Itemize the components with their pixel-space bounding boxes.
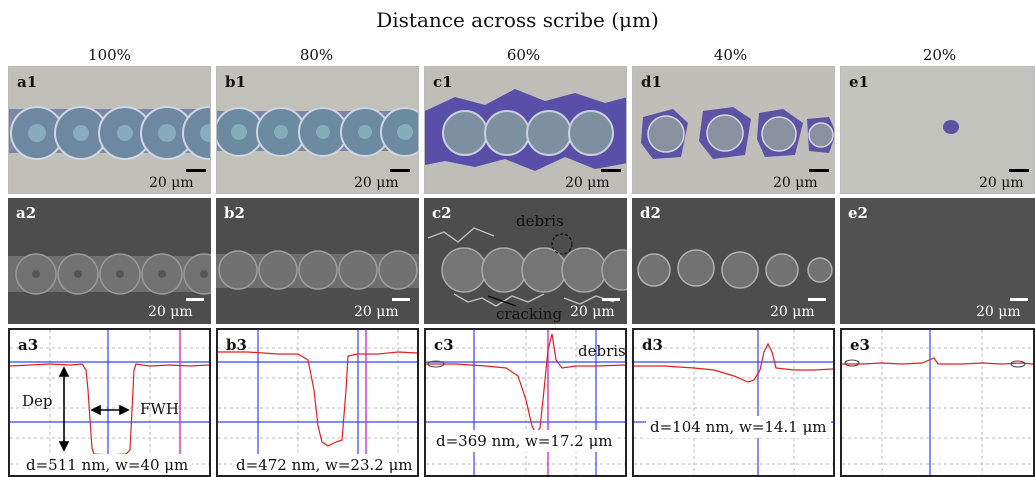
figure-title: Distance across scribe (μm) [376, 8, 659, 32]
debris-profile-annotation: debris [578, 342, 626, 360]
scale-label: 20 μm [149, 175, 194, 191]
panel-label-c3: c3 [434, 336, 454, 354]
sem-image-e2: e2 20 μm [840, 198, 1035, 324]
scale-label: 20 μm [770, 304, 815, 320]
scale-bar [186, 169, 206, 172]
profile-plot-c3: c3 debris d=369 nm, w=17.2 μm [424, 328, 627, 477]
panel-label-e1: e1 [849, 73, 869, 91]
profile-plot-a3: a3 Dep FWH d=511 nm, w=40 μm [8, 328, 211, 477]
scale-bar [1010, 298, 1028, 301]
optical-image-c1: c1 20 μm [424, 66, 627, 194]
sem-image-a2: a2 20 μm [8, 198, 211, 324]
depth-annotation: Dep [22, 392, 53, 410]
panel-label-a1: a1 [17, 73, 38, 91]
panel-label-b2: b2 [224, 204, 245, 222]
scale-label: 20 μm [565, 175, 610, 191]
measurement-c3: d=369 nm, w=17.2 μm [432, 430, 617, 452]
scale-label: 20 μm [773, 175, 818, 191]
measurement-b3: d=472 nm, w=23.2 μm [232, 454, 417, 475]
optical-image-b1: b1 20 μm [216, 66, 419, 194]
profile-plot-d3: d3 d=104 nm, w=14.1 μm [632, 328, 835, 477]
scale-label: 20 μm [570, 304, 615, 320]
panel-label-e3: e3 [850, 336, 870, 354]
profile-grid [218, 330, 417, 475]
cracking-annotation: cracking [496, 305, 563, 323]
column-header-d: 40% [713, 46, 748, 64]
scale-bar [601, 169, 621, 172]
panel-label-a3: a3 [18, 336, 39, 354]
panel-label-b1: b1 [225, 73, 246, 91]
scale-bar [186, 298, 204, 301]
panel-label-a2: a2 [16, 204, 37, 222]
scale-bar [602, 298, 620, 301]
measurement-d3: d=104 nm, w=14.1 μm [646, 416, 831, 438]
optical-image-e1: e1 20 μm [840, 66, 1035, 194]
column-header-b: 80% [299, 46, 334, 64]
scale-bar [808, 298, 826, 301]
sem-image-c2: c2 debris cracking 20 μm [424, 198, 627, 324]
scale-label: 20 μm [979, 175, 1024, 191]
profile-grid [842, 330, 1033, 475]
scale-label: 20 μm [976, 304, 1021, 320]
profile-grid [634, 330, 833, 475]
panel-label-d3: d3 [642, 336, 663, 354]
profile-plot-b3: b3 d=472 nm, w=23.2 μm [216, 328, 419, 477]
column-header-a: 100% [88, 46, 131, 64]
scale-label: 20 μm [148, 304, 193, 320]
column-header-c: 60% [506, 46, 541, 64]
column-header-e: 20% [922, 46, 957, 64]
scale-label: 20 μm [354, 304, 399, 320]
scale-bar [392, 298, 410, 301]
panel-label-d2: d2 [640, 204, 661, 222]
sem-image-d2: d2 20 μm [632, 198, 835, 324]
optical-image-d1: d1 20 μm [632, 66, 835, 194]
scale-bar [390, 169, 410, 172]
panel-label-b3: b3 [226, 336, 247, 354]
scale-bar [809, 169, 829, 172]
profile-grid [10, 330, 209, 475]
sem-image-b2: b2 20 μm [216, 198, 419, 324]
panel-label-d1: d1 [641, 73, 662, 91]
profile-plot-e3: e3 [840, 328, 1035, 477]
optical-image-a1: a1 20 μm [8, 66, 211, 194]
measurement-a3: d=511 nm, w=40 μm [22, 454, 193, 475]
debris-annotation: debris [516, 212, 564, 230]
panel-label-c1: c1 [433, 73, 453, 91]
fwhm-annotation: FWH [140, 400, 179, 418]
panel-label-c2: c2 [432, 204, 452, 222]
panel-label-e2: e2 [848, 204, 868, 222]
scale-bar [1009, 169, 1029, 172]
scale-label: 20 μm [354, 175, 399, 191]
